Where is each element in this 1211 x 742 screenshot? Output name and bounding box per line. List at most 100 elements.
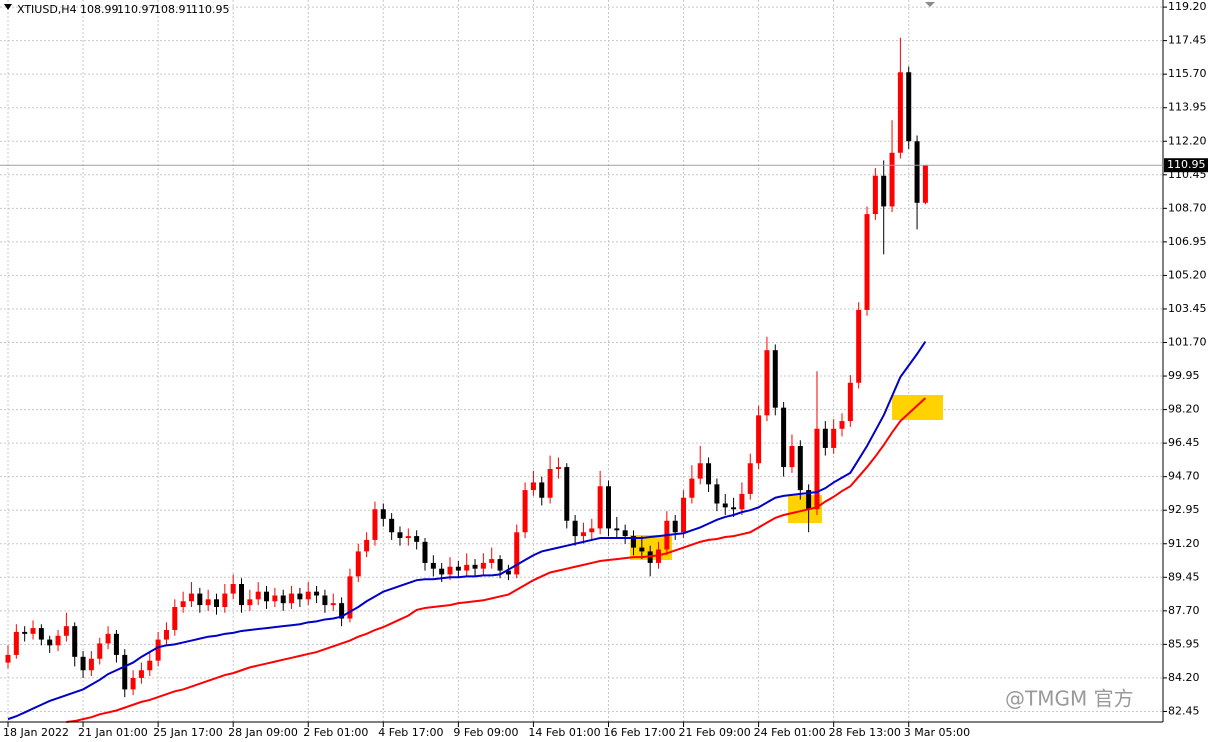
candle-body: [180, 601, 186, 608]
y-tick-label: 112.20: [1168, 134, 1207, 147]
candle-body: [47, 639, 53, 646]
candle-body: [138, 670, 144, 678]
grid: [0, 0, 1163, 722]
candle-body: [839, 421, 845, 429]
price-label: 110.95: [1167, 158, 1206, 171]
y-tick-label: 101.70: [1168, 336, 1207, 349]
candle-body: [722, 503, 728, 508]
candle-body: [772, 350, 778, 408]
candle-body: [105, 633, 111, 644]
candle-body: [597, 486, 603, 529]
candle-body: [672, 520, 678, 533]
candle-body: [305, 591, 311, 600]
y-tick-label: 85.95: [1168, 637, 1200, 650]
candle-body: [38, 628, 44, 640]
candle-body: [63, 626, 69, 636]
x-tick-label: 24 Feb 01:00: [754, 726, 826, 739]
candle-body: [714, 484, 720, 504]
y-tick-label: 105.20: [1168, 268, 1207, 281]
x-tick-label: 28 Feb 13:00: [829, 726, 901, 739]
candle-body: [88, 658, 94, 671]
candle-body: [572, 520, 578, 537]
candle-body: [530, 482, 536, 491]
candle-body: [122, 654, 128, 690]
candle-body: [130, 677, 136, 690]
candle-body: [422, 541, 428, 563]
candle-body: [55, 635, 61, 646]
candle-body: [264, 591, 270, 602]
candle-body: [756, 415, 762, 464]
candle-body: [872, 175, 878, 215]
x-tick-label: 3 Mar 05:00: [904, 726, 970, 739]
candle-body: [797, 446, 803, 491]
candle-body: [697, 463, 703, 479]
candle-body: [605, 486, 611, 529]
y-tick-label: 106.95: [1168, 235, 1207, 248]
candle-body: [188, 593, 194, 602]
candle-body: [505, 570, 511, 575]
y-tick-label: 87.70: [1168, 604, 1200, 617]
candle-body: [414, 536, 420, 542]
candle-body: [72, 626, 78, 657]
shift-marker: [925, 2, 935, 7]
candle-body: [405, 536, 411, 539]
x-tick-label: 14 Feb 01:00: [528, 726, 600, 739]
x-tick-label: 18 Jan 2022: [3, 726, 69, 739]
candle-body: [439, 568, 445, 575]
y-tick-label: 96.45: [1168, 436, 1200, 449]
candle-body: [389, 518, 395, 533]
x-tick-label: 21 Jan 01:00: [78, 726, 148, 739]
candle-body: [330, 603, 336, 606]
plot: [5, 37, 928, 723]
price-label-box: [1164, 158, 1208, 173]
candle-body: [255, 591, 261, 600]
candle-body: [147, 660, 153, 671]
candle-body: [5, 654, 11, 663]
candle-body: [806, 490, 812, 510]
candle-body: [464, 564, 470, 571]
candle-body: [155, 639, 161, 661]
symbol-marker: [4, 4, 12, 10]
candle-body: [205, 599, 211, 606]
candle-body: [539, 482, 545, 498]
candle-body: [564, 467, 570, 521]
candle-body: [239, 584, 245, 606]
candle-body: [22, 631, 28, 634]
candle-body: [372, 509, 378, 540]
x-tick-label: 4 Feb 17:00: [378, 726, 443, 739]
candle-body: [222, 593, 228, 608]
y-tick-label: 99.95: [1168, 369, 1200, 382]
candle-body: [455, 566, 461, 571]
candle-body: [580, 532, 586, 537]
candle-body: [355, 551, 361, 577]
candle-body: [622, 530, 628, 537]
candle-body: [847, 382, 853, 422]
candle-body: [856, 309, 862, 383]
candle-body: [614, 528, 620, 531]
candle-body: [522, 490, 528, 533]
candle-body: [764, 350, 770, 416]
y-tick-label: 82.45: [1168, 704, 1200, 717]
y-tick-label: 115.70: [1168, 67, 1207, 80]
candle-body: [447, 566, 453, 575]
candle-body: [639, 547, 645, 552]
y-tick-label: 89.45: [1168, 570, 1200, 583]
candle-body: [922, 165, 928, 203]
candle-body: [489, 559, 495, 563]
candle-body: [397, 532, 403, 539]
candle-body: [739, 493, 745, 510]
candle-body: [480, 562, 486, 569]
candle-body: [97, 643, 103, 659]
candle-body: [347, 576, 353, 619]
candle-body: [514, 532, 520, 575]
candle-body: [889, 152, 895, 207]
header-low: 108.91: [154, 3, 193, 16]
x-tick-label: 28 Jan 09:00: [228, 726, 298, 739]
header-high: 110.97: [117, 3, 156, 16]
candle-body: [589, 528, 595, 533]
candle-body: [30, 628, 36, 634]
candle-body: [472, 564, 478, 569]
candle-body: [80, 656, 86, 671]
